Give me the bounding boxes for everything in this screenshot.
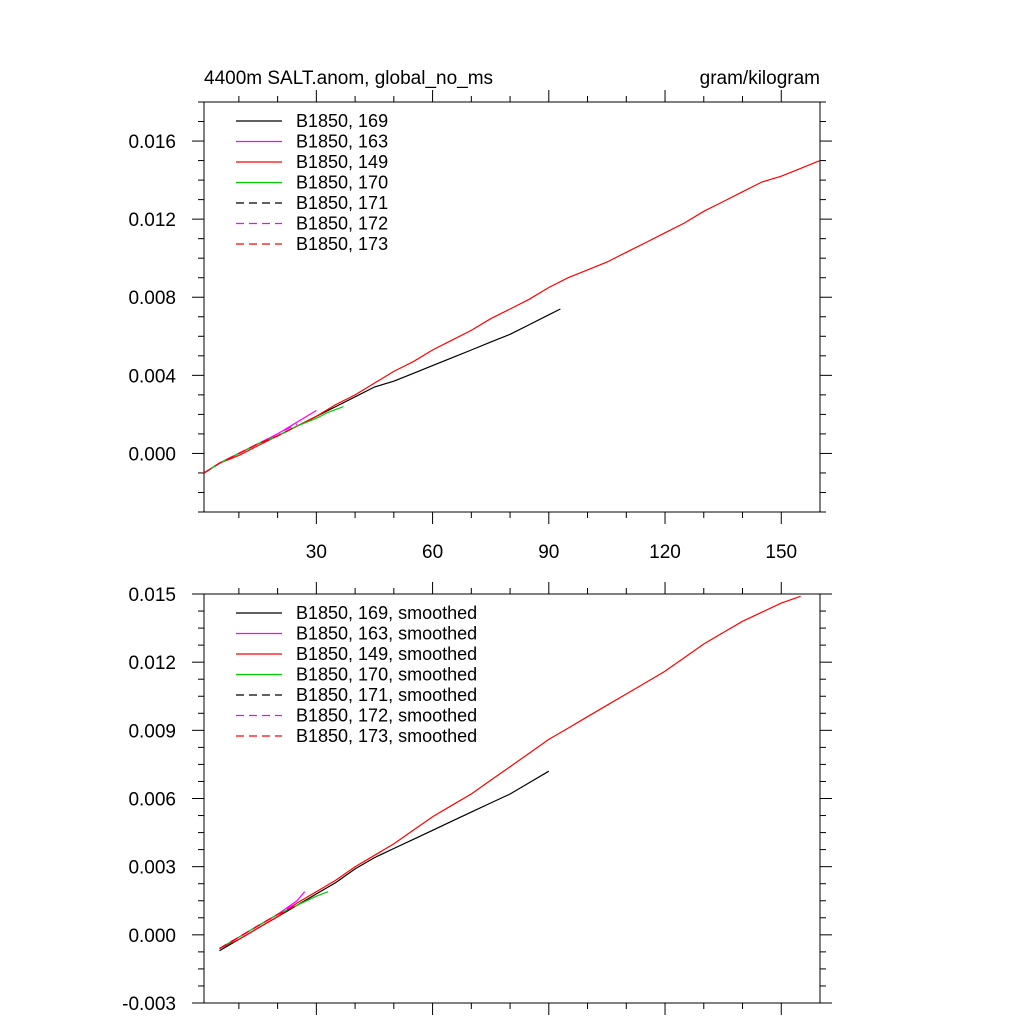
legend-label: B1850, 172, smoothed	[296, 706, 477, 726]
y-tick-label: 0.012	[128, 210, 176, 231]
y-tick-label: 0.015	[128, 585, 176, 606]
legend-label: B1850, 171, smoothed	[296, 685, 477, 705]
x-tick-label: 150	[765, 542, 797, 563]
legend-label: B1850, 149	[296, 152, 388, 172]
plot-frame	[203, 101, 821, 513]
series-line	[203, 409, 317, 474]
legend-label: B1850, 173	[296, 234, 388, 254]
y-tick-label: -0.003	[122, 994, 176, 1015]
series-line	[219, 891, 329, 950]
series-line	[203, 308, 561, 474]
legend-label: B1850, 171	[296, 193, 388, 213]
units-label: gram/kilogram	[700, 68, 820, 89]
y-tick-label: 0.006	[128, 790, 176, 811]
series-line	[203, 423, 298, 474]
series-line	[203, 160, 821, 474]
y-tick-label: 0.000	[128, 444, 176, 465]
series-line	[219, 891, 306, 950]
legend-label: B1850, 172	[296, 214, 388, 234]
top-panel: 4400m SALT.anom, global_no_ms gram/kilogr…	[128, 68, 832, 563]
series-line	[203, 406, 344, 474]
chart-title: 4400m SALT.anom, global_no_ms	[204, 68, 493, 89]
x-tick-label: 120	[649, 542, 681, 563]
y-tick-label: 0.016	[128, 132, 176, 153]
series-line	[219, 904, 298, 950]
y-tick-label: 0.003	[128, 858, 176, 879]
x-tick-label: 90	[538, 542, 559, 563]
legend-label: B1850, 149, smoothed	[296, 644, 477, 664]
y-tick-label: 0.009	[128, 721, 176, 742]
legend-label: B1850, 163	[296, 132, 388, 152]
bottom-panel: -0.003 0.000 0.003 0.006 0.009 0.012 0.015 B185…	[122, 582, 832, 1015]
y-tick-label: 0.000	[128, 926, 176, 947]
legend-label: B1850, 170, smoothed	[296, 665, 477, 685]
series-line	[203, 425, 298, 474]
x-tick-label: 60	[422, 542, 443, 563]
y-tick-label: 0.012	[128, 653, 176, 674]
legend-label: B1850, 169	[296, 111, 388, 131]
legend-label: B1850, 169, smoothed	[296, 603, 477, 623]
series-line	[219, 595, 801, 950]
legend-label: B1850, 163, smoothed	[296, 624, 477, 644]
x-tick-label: 30	[306, 542, 327, 563]
legend-label: B1850, 173, smoothed	[296, 726, 477, 746]
series-line	[219, 770, 550, 952]
y-tick-label: 0.004	[128, 366, 176, 387]
legend-label: B1850, 170	[296, 173, 388, 193]
y-tick-label: 0.008	[128, 288, 176, 309]
